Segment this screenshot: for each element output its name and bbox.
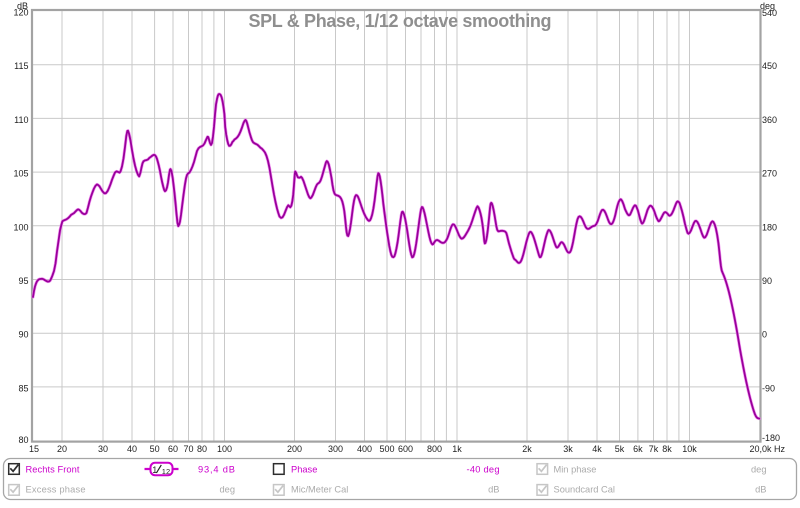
svg-text:500: 500 bbox=[379, 444, 394, 454]
svg-text:8k: 8k bbox=[662, 444, 672, 454]
svg-text:Min phase: Min phase bbox=[554, 464, 597, 474]
svg-text:40: 40 bbox=[127, 444, 137, 454]
svg-text:200: 200 bbox=[287, 444, 302, 454]
svg-text:300: 300 bbox=[328, 444, 343, 454]
svg-text:30: 30 bbox=[98, 444, 108, 454]
svg-text:7k: 7k bbox=[649, 444, 659, 454]
svg-text:Rechts Front: Rechts Front bbox=[26, 464, 80, 474]
svg-text:5k: 5k bbox=[615, 444, 625, 454]
svg-text:360: 360 bbox=[762, 115, 777, 125]
svg-text:85: 85 bbox=[18, 383, 28, 393]
svg-text:dB: dB bbox=[17, 1, 28, 11]
svg-text:1k: 1k bbox=[452, 444, 462, 454]
svg-text:120: 120 bbox=[13, 8, 28, 18]
svg-text:dB: dB bbox=[488, 484, 499, 494]
svg-text:1: 1 bbox=[152, 465, 157, 475]
svg-text:-90: -90 bbox=[762, 383, 775, 393]
svg-text:90: 90 bbox=[762, 276, 772, 286]
svg-text:80: 80 bbox=[18, 435, 28, 445]
svg-text:540: 540 bbox=[762, 8, 777, 18]
svg-text:4k: 4k bbox=[592, 444, 602, 454]
svg-text:-40 deg: -40 deg bbox=[467, 464, 500, 474]
svg-text:SPL & Phase, 1/12 octave smoot: SPL & Phase, 1/12 octave smoothing bbox=[249, 11, 552, 31]
svg-text:270: 270 bbox=[762, 169, 777, 179]
svg-text:110: 110 bbox=[14, 115, 28, 125]
svg-text:800: 800 bbox=[427, 444, 442, 454]
svg-text:Phase: Phase bbox=[291, 464, 317, 474]
svg-text:180: 180 bbox=[762, 222, 777, 232]
svg-text:-180: -180 bbox=[762, 433, 780, 443]
svg-text:93,4 dB: 93,4 dB bbox=[198, 464, 235, 474]
svg-text:90: 90 bbox=[18, 330, 28, 340]
svg-text:50: 50 bbox=[150, 444, 160, 454]
svg-text:12: 12 bbox=[162, 467, 170, 476]
svg-text:deg: deg bbox=[751, 464, 767, 474]
svg-text:100: 100 bbox=[217, 444, 232, 454]
svg-text:Mic/Meter Cal: Mic/Meter Cal bbox=[291, 484, 348, 494]
svg-text:100: 100 bbox=[13, 222, 28, 232]
svg-text:95: 95 bbox=[18, 276, 28, 286]
svg-text:105: 105 bbox=[13, 169, 28, 179]
svg-text:10k: 10k bbox=[682, 444, 697, 454]
svg-text:20: 20 bbox=[57, 444, 67, 454]
svg-text:6k: 6k bbox=[633, 444, 643, 454]
svg-text:400: 400 bbox=[357, 444, 372, 454]
svg-text:Excess phase: Excess phase bbox=[26, 484, 86, 494]
svg-text:600: 600 bbox=[398, 444, 413, 454]
svg-text:450: 450 bbox=[762, 61, 777, 71]
svg-text:20,0k Hz: 20,0k Hz bbox=[749, 444, 785, 454]
svg-text:deg: deg bbox=[219, 484, 235, 494]
svg-text:60: 60 bbox=[168, 444, 178, 454]
svg-text:deg: deg bbox=[760, 1, 775, 11]
svg-text:70: 70 bbox=[183, 444, 193, 454]
svg-text:115: 115 bbox=[14, 61, 28, 71]
svg-text:3k: 3k bbox=[563, 444, 573, 454]
svg-text:dB: dB bbox=[755, 484, 766, 494]
svg-text:15: 15 bbox=[29, 444, 39, 454]
svg-text:Soundcard Cal: Soundcard Cal bbox=[554, 484, 616, 494]
svg-text:0: 0 bbox=[762, 330, 767, 340]
svg-text:80: 80 bbox=[197, 444, 207, 454]
svg-text:2k: 2k bbox=[522, 444, 532, 454]
